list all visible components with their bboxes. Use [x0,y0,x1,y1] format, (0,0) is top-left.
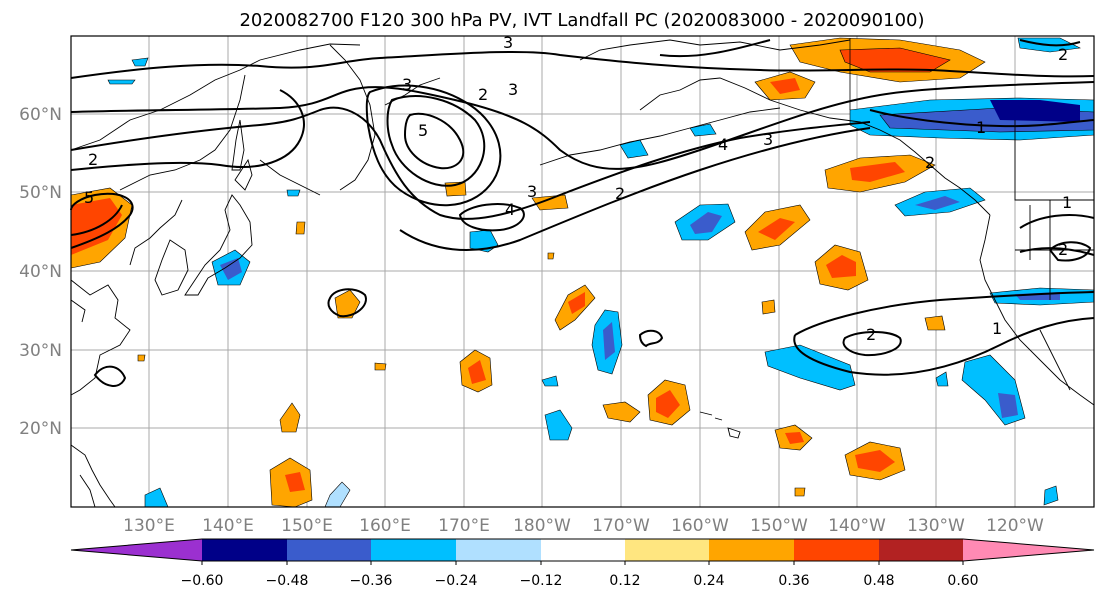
lon-tick-label: 180°W [513,516,571,536]
contour-label: 2 [1058,240,1068,259]
lon-tick-label: 130°E [123,516,175,536]
contour-label: 4 [505,200,515,219]
colorbar-tick-label: 0.24 [693,573,724,589]
lon-tick-label: 120°W [986,516,1044,536]
lon-tick-label: 160°W [671,516,729,536]
contour-label: 1 [992,319,1002,338]
lon-tick-label: 170°E [438,516,490,536]
contour-labels: 3 2 3 2 5 4 3 2 1 4 3 3 2 5 2 1 2 1 2 [84,33,1072,344]
pv-contours [70,39,1095,387]
lon-tick-label: 150°W [750,516,808,536]
lat-tick-label: 50°N [19,183,62,203]
colorbar-segment [963,539,1094,561]
map-frame [70,35,1095,508]
map-panel: 3 2 3 2 5 4 3 2 1 4 3 3 2 5 2 1 2 1 2 [70,33,1095,508]
contour-label: 2 [866,325,876,344]
colorbar: −0.60 −0.48 −0.36 −0.24 −0.12 0.12 0.24 0.36 0.4… [70,538,1095,589]
contour-label: 3 [527,182,537,201]
contour-label: 2 [88,150,98,169]
contour-label: 2 [478,85,488,104]
lon-tick-label: 150°E [281,516,333,536]
contour-label: 3 [402,75,412,94]
contour-label: 2 [925,153,935,172]
lon-tick-label: 170°W [592,516,650,536]
contour-label: 3 [508,80,518,99]
lon-tick-label: 140°W [828,516,886,536]
colorbar-tick-label: 0.48 [863,573,894,589]
colorbar-tick-label: −0.24 [435,573,478,589]
lat-tick-label: 20°N [19,419,62,439]
contour-label: 3 [503,33,513,52]
lon-axis: 130°E 140°E 150°E 160°E 170°E 180°W 170°… [123,516,1044,536]
colorbar-segment [71,539,202,561]
pv-shading [70,37,1095,508]
colorbar-segment [541,539,625,561]
contour-label: 2 [1058,45,1068,64]
colorbar-segment [709,539,794,561]
lat-tick-label: 40°N [19,262,62,282]
coastlines [70,38,1095,508]
lon-tick-label: 130°W [907,516,965,536]
colorbar-segment [794,539,879,561]
colorbar-tick-label: −0.36 [350,573,393,589]
colorbar-tick-label: −0.60 [181,573,224,589]
contour-label: 2 [615,184,625,203]
colorbar-tick-label: 0.12 [609,573,640,589]
contour-label: 5 [418,121,428,140]
contour-label: 4 [718,135,728,154]
lat-tick-label: 30°N [19,341,62,361]
colorbar-tick-label: −0.48 [266,573,309,589]
contour-label: 1 [1062,193,1072,212]
colorbar-tick-label: −0.12 [520,573,563,589]
lon-tick-label: 140°E [202,516,254,536]
contour-label: 5 [84,188,94,207]
map-title: 2020082700 F120 300 hPa PV, IVT Landfall… [239,10,924,31]
colorbar-tick-label: 0.36 [778,573,809,589]
colorbar-tick-label: 0.60 [947,573,978,589]
colorbar-segment [371,539,456,561]
colorbar-segment [879,539,963,561]
colorbar-segment [456,539,541,561]
lat-axis: 60°N 50°N 40°N 30°N 20°N [19,105,62,439]
lat-tick-label: 60°N [19,105,62,125]
contour-label: 1 [976,118,986,137]
colorbar-segment [202,539,287,561]
colorbar-segment [287,539,371,561]
lon-tick-label: 160°E [359,516,411,536]
colorbar-segment [625,539,709,561]
contour-label: 3 [763,130,773,149]
